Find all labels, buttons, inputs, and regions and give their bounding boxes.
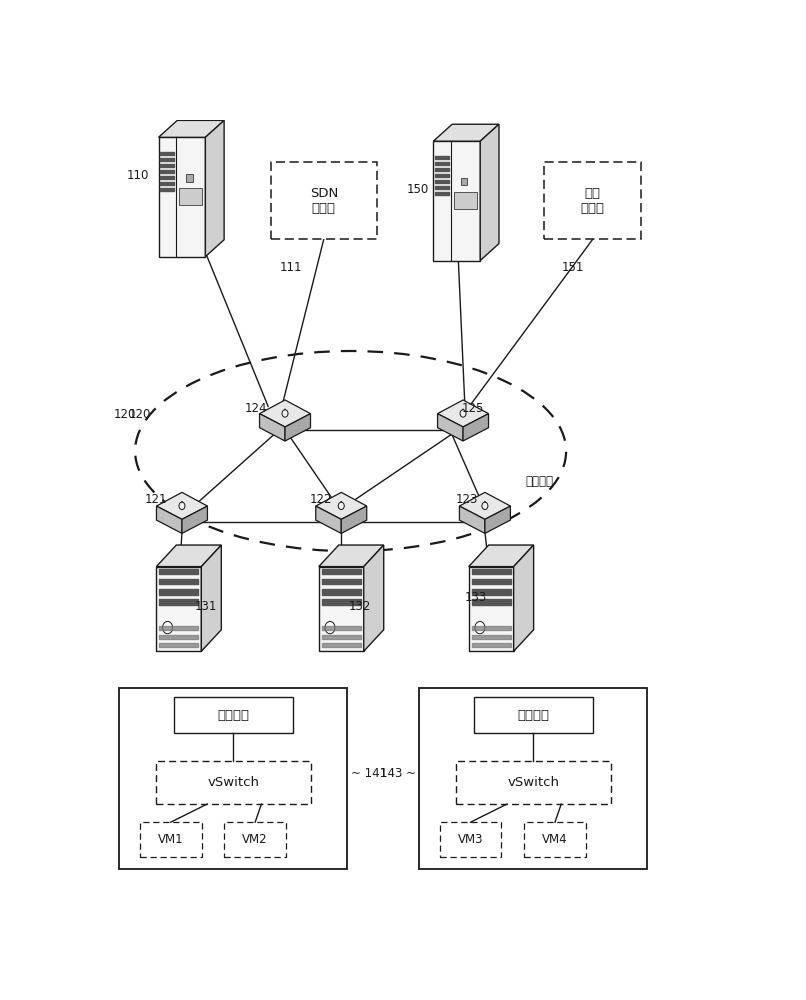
Text: 123: 123 bbox=[455, 493, 478, 506]
Text: 150: 150 bbox=[407, 183, 430, 196]
Polygon shape bbox=[468, 567, 513, 651]
Text: SDN
控制器: SDN 控制器 bbox=[310, 187, 338, 215]
Polygon shape bbox=[468, 545, 534, 567]
Polygon shape bbox=[156, 567, 202, 651]
Text: VM3: VM3 bbox=[458, 833, 484, 846]
FancyBboxPatch shape bbox=[544, 162, 641, 239]
Text: 120: 120 bbox=[114, 408, 135, 421]
FancyBboxPatch shape bbox=[456, 761, 611, 804]
Circle shape bbox=[475, 621, 485, 634]
Text: 133: 133 bbox=[464, 591, 487, 604]
Text: 122: 122 bbox=[310, 493, 332, 506]
Text: 143 ~: 143 ~ bbox=[380, 767, 416, 780]
Text: 151: 151 bbox=[561, 261, 584, 274]
Polygon shape bbox=[438, 414, 463, 441]
Circle shape bbox=[482, 502, 488, 510]
Polygon shape bbox=[341, 506, 367, 533]
Circle shape bbox=[282, 410, 288, 417]
Polygon shape bbox=[513, 545, 534, 651]
Text: VM2: VM2 bbox=[243, 833, 268, 846]
FancyBboxPatch shape bbox=[140, 822, 202, 857]
Circle shape bbox=[339, 502, 344, 510]
Polygon shape bbox=[159, 120, 224, 137]
Polygon shape bbox=[156, 545, 222, 567]
Polygon shape bbox=[202, 545, 222, 651]
Polygon shape bbox=[438, 400, 488, 427]
FancyBboxPatch shape bbox=[174, 697, 293, 733]
Polygon shape bbox=[156, 506, 182, 533]
Text: 120: 120 bbox=[129, 408, 152, 421]
Polygon shape bbox=[316, 492, 367, 519]
Text: 110: 110 bbox=[127, 169, 149, 182]
FancyBboxPatch shape bbox=[419, 688, 647, 869]
Polygon shape bbox=[318, 545, 384, 567]
Text: 111: 111 bbox=[280, 261, 302, 274]
Polygon shape bbox=[159, 137, 206, 257]
Circle shape bbox=[460, 410, 466, 417]
Circle shape bbox=[325, 621, 335, 634]
Polygon shape bbox=[316, 506, 341, 533]
FancyBboxPatch shape bbox=[119, 688, 347, 869]
Circle shape bbox=[163, 621, 172, 634]
Text: 物理网卡: 物理网卡 bbox=[218, 709, 250, 722]
Text: 底层网络: 底层网络 bbox=[526, 475, 554, 488]
Polygon shape bbox=[463, 414, 488, 441]
Polygon shape bbox=[480, 124, 499, 261]
Polygon shape bbox=[182, 506, 207, 533]
FancyBboxPatch shape bbox=[440, 822, 501, 857]
Polygon shape bbox=[434, 124, 499, 141]
Text: 物理网卡: 物理网卡 bbox=[517, 709, 550, 722]
Polygon shape bbox=[364, 545, 384, 651]
Text: 124: 124 bbox=[244, 402, 267, 415]
FancyBboxPatch shape bbox=[271, 162, 377, 239]
Polygon shape bbox=[260, 414, 285, 441]
FancyBboxPatch shape bbox=[474, 697, 592, 733]
Text: vSwitch: vSwitch bbox=[507, 776, 559, 789]
Polygon shape bbox=[260, 400, 310, 427]
FancyBboxPatch shape bbox=[156, 761, 311, 804]
FancyBboxPatch shape bbox=[524, 822, 586, 857]
Text: 125: 125 bbox=[462, 402, 484, 415]
FancyBboxPatch shape bbox=[455, 192, 477, 209]
Circle shape bbox=[179, 502, 185, 510]
Text: vSwitch: vSwitch bbox=[207, 776, 260, 789]
FancyBboxPatch shape bbox=[186, 174, 193, 182]
Text: ~ 141: ~ 141 bbox=[351, 767, 387, 780]
Polygon shape bbox=[206, 120, 224, 257]
Polygon shape bbox=[285, 414, 310, 441]
Text: 121: 121 bbox=[144, 493, 167, 506]
Polygon shape bbox=[459, 506, 485, 533]
FancyBboxPatch shape bbox=[461, 178, 467, 185]
Text: VM1: VM1 bbox=[158, 833, 184, 846]
Polygon shape bbox=[318, 567, 364, 651]
Polygon shape bbox=[485, 506, 510, 533]
FancyBboxPatch shape bbox=[224, 822, 286, 857]
FancyBboxPatch shape bbox=[180, 188, 202, 205]
Text: 131: 131 bbox=[194, 600, 217, 613]
Polygon shape bbox=[156, 492, 207, 519]
Text: 132: 132 bbox=[349, 600, 372, 613]
Polygon shape bbox=[434, 141, 480, 261]
Polygon shape bbox=[459, 492, 510, 519]
Text: VM4: VM4 bbox=[542, 833, 567, 846]
Text: 网管
服务器: 网管 服务器 bbox=[580, 187, 604, 215]
